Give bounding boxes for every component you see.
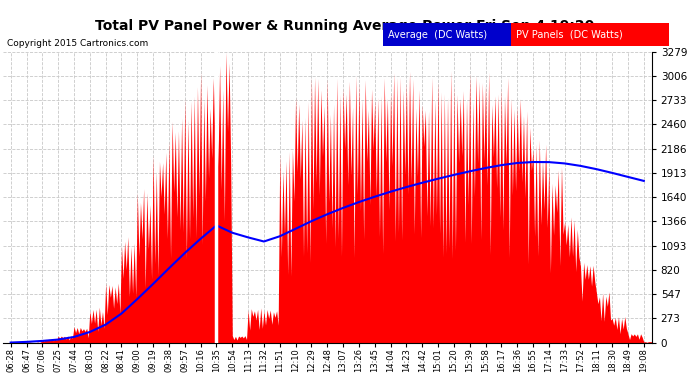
Text: PV Panels  (DC Watts): PV Panels (DC Watts) bbox=[516, 30, 623, 39]
Text: Total PV Panel Power & Running Average Power Fri Sep 4 19:20: Total PV Panel Power & Running Average P… bbox=[95, 19, 595, 33]
Text: Copyright 2015 Cartronics.com: Copyright 2015 Cartronics.com bbox=[7, 39, 148, 48]
Text: Average  (DC Watts): Average (DC Watts) bbox=[388, 30, 488, 39]
